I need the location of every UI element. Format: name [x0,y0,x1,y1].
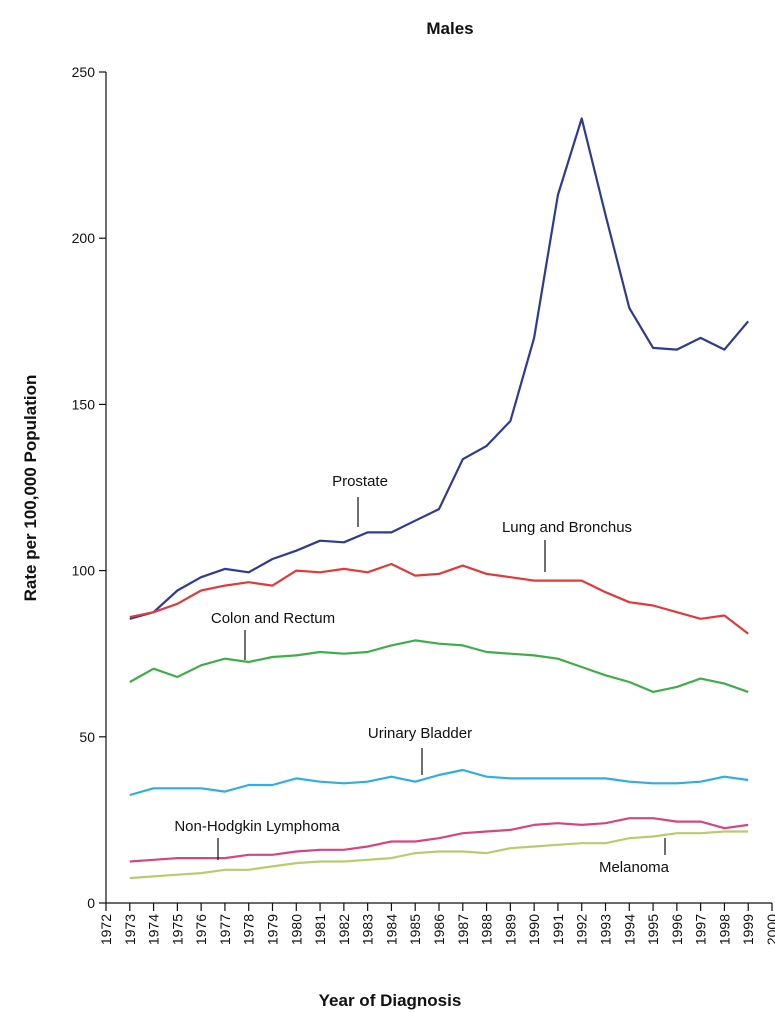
x-tick-label: 1985 [407,914,423,945]
series-label: Non-Hodgkin Lymphoma [174,818,340,835]
y-tick-label: 200 [72,230,96,246]
series-line [129,562,749,635]
x-tick-label: 1975 [169,914,185,945]
x-tick-label: 1988 [479,914,495,945]
x-tick-label: 1996 [669,914,685,945]
x-tick-label: 1997 [693,914,709,945]
series-line [129,117,750,620]
x-tick-label: 1998 [716,914,732,945]
x-tick-label: 1974 [146,914,162,945]
x-axis-label: Year of Diagnosis [319,991,462,1010]
y-tick-label: 50 [79,729,95,745]
x-tick-label: 2000 [764,914,775,945]
x-tick-label: 1977 [217,914,233,945]
series-line [129,639,749,693]
x-tick-label: 1979 [265,914,281,945]
x-tick-label: 1990 [526,914,542,945]
x-tick-label: 1982 [336,914,352,945]
x-tick-label: 1995 [645,914,661,945]
y-tick-label: 250 [72,64,96,80]
x-tick-label: 1994 [621,914,637,945]
y-tick-label: 0 [87,895,95,911]
x-tick-label: 1973 [122,914,138,945]
x-tick-label: 1976 [193,914,209,945]
series-label: Melanoma [599,859,670,876]
x-tick-label: 1999 [740,914,756,945]
chart-title: Males [426,19,473,38]
x-tick-label: 1984 [383,914,399,945]
x-tick-label: 1986 [431,914,447,945]
x-tick-label: 1980 [288,914,304,945]
x-tick-label: 1972 [98,914,114,945]
series-label: Colon and Rectum [211,610,335,627]
x-tick-label: 1989 [502,914,518,945]
series-line [129,830,749,880]
y-tick-label: 150 [72,396,96,412]
series-line [129,768,749,797]
x-tick-label: 1991 [550,914,566,945]
series-label: Urinary Bladder [368,725,472,742]
x-tick-label: 1983 [360,914,376,945]
y-axis-label: Rate per 100,000 Population [21,375,40,602]
series-label: Prostate [332,473,388,490]
series-label: Lung and Bronchus [502,519,632,536]
x-tick-label: 1981 [312,914,328,945]
series-line [129,817,749,863]
x-tick-label: 1993 [598,914,614,945]
x-tick-label: 1992 [574,914,590,945]
x-tick-label: 1987 [455,914,471,945]
y-tick-label: 100 [72,563,96,579]
x-tick-label: 1978 [241,914,257,945]
